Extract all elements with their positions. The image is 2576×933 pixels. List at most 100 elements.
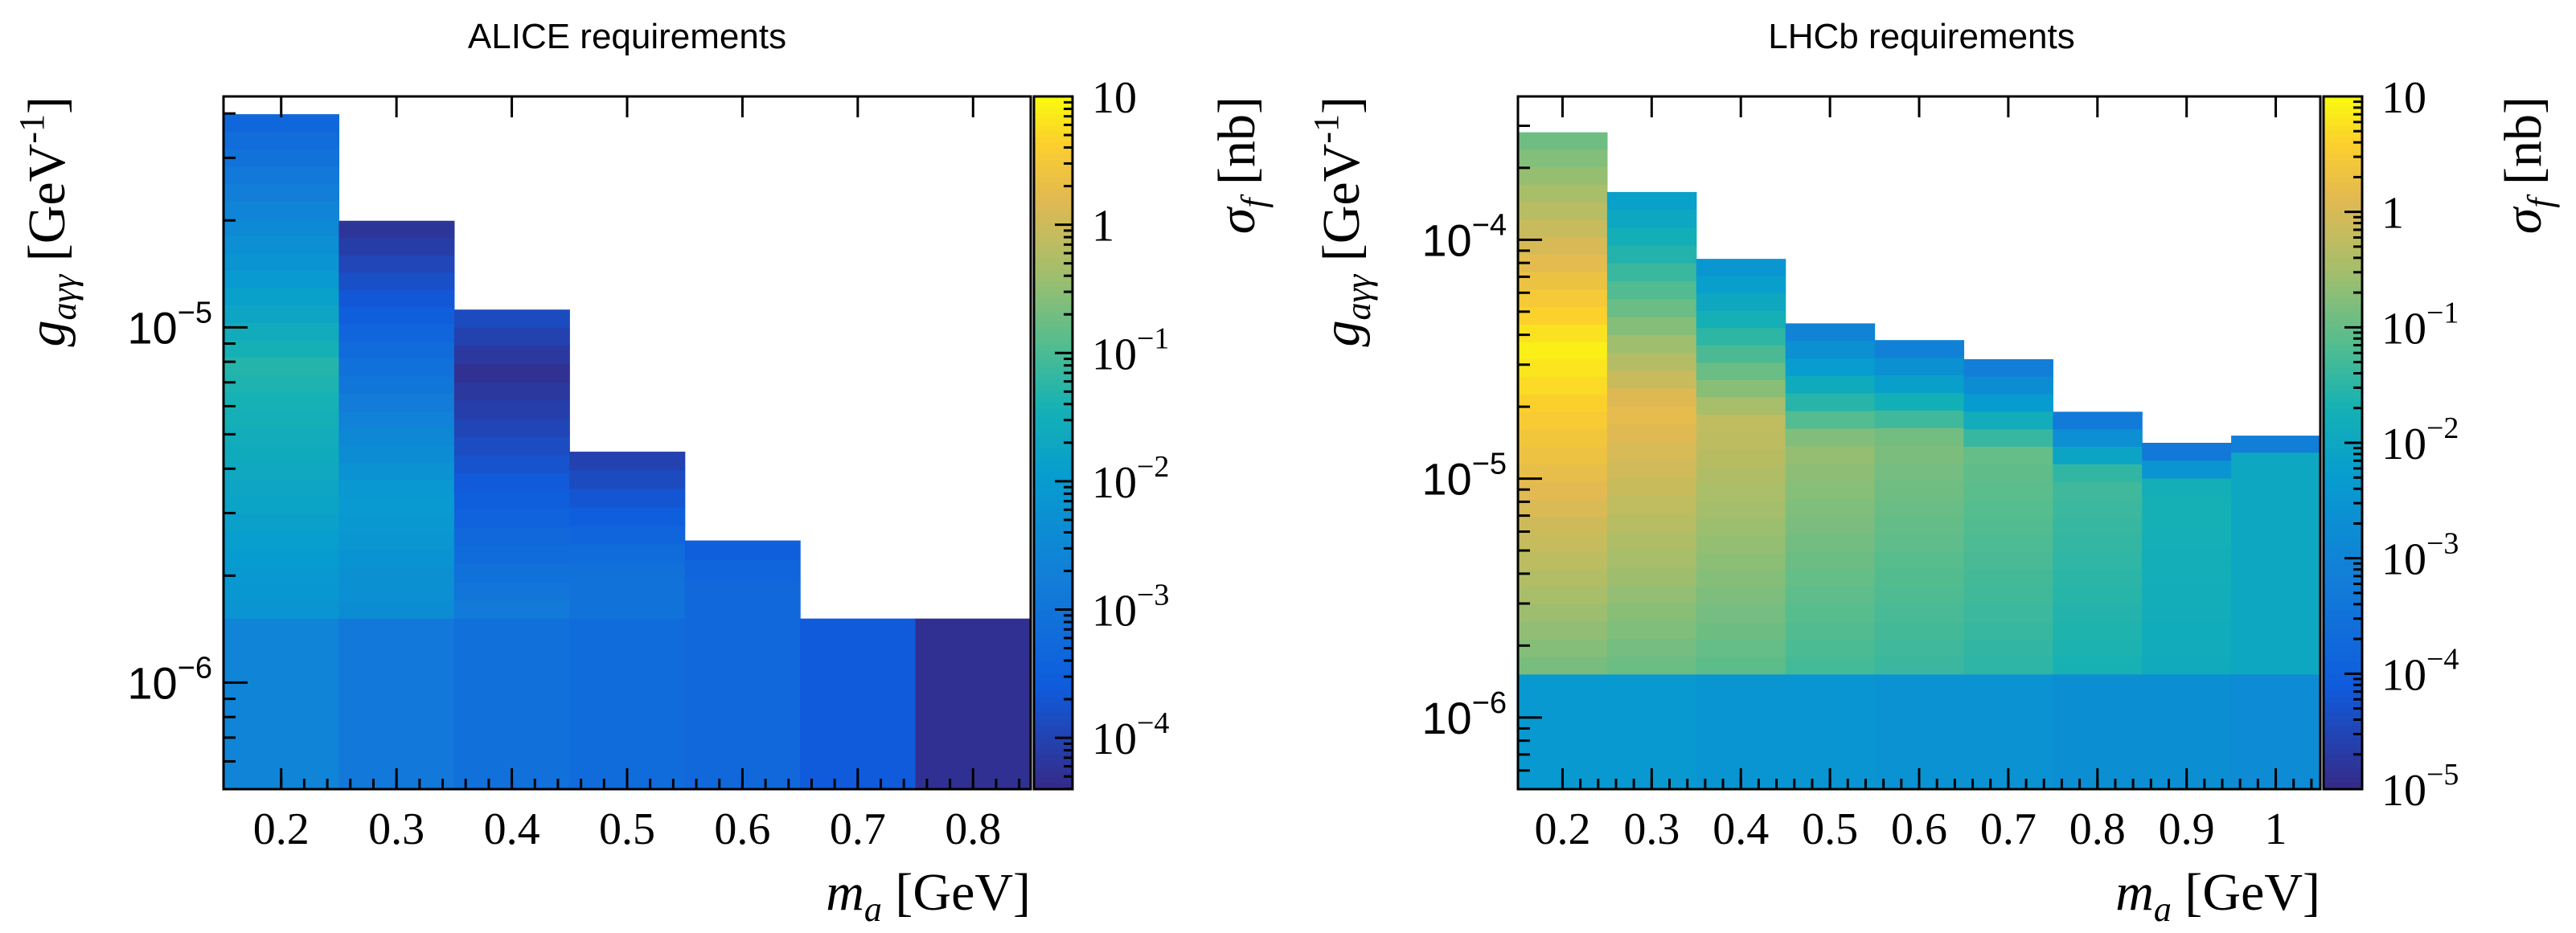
heatmap-cell [1518, 202, 1608, 221]
heatmap-cell [1963, 517, 2053, 535]
heatmap-cell [224, 149, 340, 167]
y-tick-label: 10−6 [1421, 686, 1507, 743]
colorbar-segment [2324, 229, 2362, 236]
heatmap-cell [569, 599, 686, 620]
colorbar-segment [1034, 714, 1073, 721]
heatmap-cell [2053, 551, 2143, 571]
colorbar-segment [1034, 645, 1073, 652]
heatmap-cell [1606, 245, 1697, 264]
heatmap-cell [1518, 149, 1608, 168]
heatmap-cell [338, 342, 455, 360]
x-tick-label: 0.5 [1802, 804, 1858, 854]
heatmap-cell [453, 473, 570, 493]
colorbar-segment [1034, 367, 1073, 374]
heatmap-cell [800, 618, 917, 789]
colorbar-segment [2324, 108, 2362, 115]
heatmap-cell [1963, 358, 2053, 378]
heatmap-cell [224, 253, 340, 272]
colorbar-segment [1034, 125, 1073, 132]
colorbar-segment [1034, 229, 1073, 236]
colorbar-segment [1034, 309, 1073, 317]
heatmap-cell [1963, 394, 2053, 412]
heatmap-cell [224, 549, 340, 567]
heatmap-cell [338, 393, 455, 412]
colorbar-segment [1034, 500, 1073, 507]
colorbar-segment [2324, 275, 2362, 282]
heatmap-cell [224, 618, 340, 789]
colorbar-tick-label: 10−2 [2381, 411, 2459, 469]
colorbar-segment [1034, 546, 1073, 554]
colorbar-segment [2324, 771, 2362, 779]
y-tick-label: 10−5 [1421, 448, 1507, 505]
heatmap-cell [2231, 504, 2321, 522]
colorbar-segment [2324, 96, 2362, 103]
heatmap-cell [2053, 517, 2143, 535]
heatmap-cell [2053, 429, 2143, 448]
colorbar-segment [1034, 489, 1073, 496]
colorbar-tick-label: 10−1 [2381, 296, 2459, 354]
colorbar-segment [2324, 206, 2362, 213]
heatmap-cell [569, 507, 686, 526]
heatmap-cell [1518, 219, 1608, 238]
heatmap-cell [224, 322, 340, 342]
colorbar-segment [1034, 708, 1073, 715]
heatmap-cell [2053, 411, 2143, 430]
heatmap-cell [1963, 376, 2053, 395]
colorbar-segment [1034, 258, 1073, 265]
heatmap-cell [2053, 604, 2143, 623]
heatmap-cell [1785, 393, 1876, 412]
heatmap-cell [1606, 353, 1697, 371]
heatmap-cell [224, 166, 340, 185]
colorbar-segment [2324, 460, 2362, 467]
colorbar-segment [1034, 673, 1073, 681]
colorbar-segment [1034, 304, 1073, 311]
colorbar-segment [2324, 633, 2362, 640]
colorbar-segment [2324, 506, 2362, 513]
heatmap-cell [2231, 436, 2321, 453]
colorbar-segment [2324, 777, 2362, 784]
colorbar-segment [1034, 523, 1073, 530]
y-tick-label: 10−5 [127, 296, 212, 353]
heatmap-cell [1963, 621, 2053, 640]
heatmap-cell [1606, 495, 1697, 514]
colorbar-tick-label: 10 [2381, 73, 2426, 123]
colorbar-segment [1034, 287, 1073, 294]
colorbar-segment [1034, 448, 1073, 456]
heatmap-cell [1606, 585, 1697, 604]
heatmap-cell [2231, 538, 2321, 556]
colorbar-segment [2324, 333, 2362, 340]
colorbar-segment [2324, 575, 2362, 583]
heatmap-cell [1518, 499, 1608, 518]
x-tick-label: 0.5 [599, 804, 655, 854]
colorbar-segment [1034, 465, 1073, 473]
colorbar-segment [2324, 621, 2362, 628]
heatmap-cell [1518, 517, 1608, 535]
colorbar-segment [1034, 327, 1073, 334]
colorbar-segment [2324, 137, 2362, 144]
colorbar-segment [1034, 396, 1073, 403]
colorbar-segment [2324, 142, 2362, 149]
heatmap-cell [453, 455, 570, 474]
heatmap-cell [1874, 358, 1965, 376]
heatmap-cell [1785, 375, 1876, 395]
heatmap-cell [2142, 620, 2232, 640]
x-tick-label: 0.3 [368, 804, 425, 854]
heatmap-cell [1518, 534, 1608, 553]
colorbar-segment [1034, 690, 1073, 698]
heatmap-cell [1874, 374, 1965, 394]
colorbar-segment [1034, 436, 1073, 444]
heatmap-cell [1874, 621, 1965, 640]
colorbar-segment [1034, 661, 1073, 669]
heatmap-cell [1963, 587, 2053, 605]
colorbar-segment [2324, 483, 2362, 490]
colorbar-tick-label: 1 [1092, 202, 1114, 252]
colorbar-segment [1034, 160, 1073, 166]
colorbar-segment [2324, 454, 2362, 461]
colorbar-segment [1034, 153, 1073, 161]
heatmap-cell [1606, 227, 1697, 247]
colorbar-segment [2324, 627, 2362, 634]
colorbar-segment [1034, 621, 1073, 628]
heatmap-cell [1518, 551, 1608, 571]
colorbar-segment [1034, 581, 1073, 588]
